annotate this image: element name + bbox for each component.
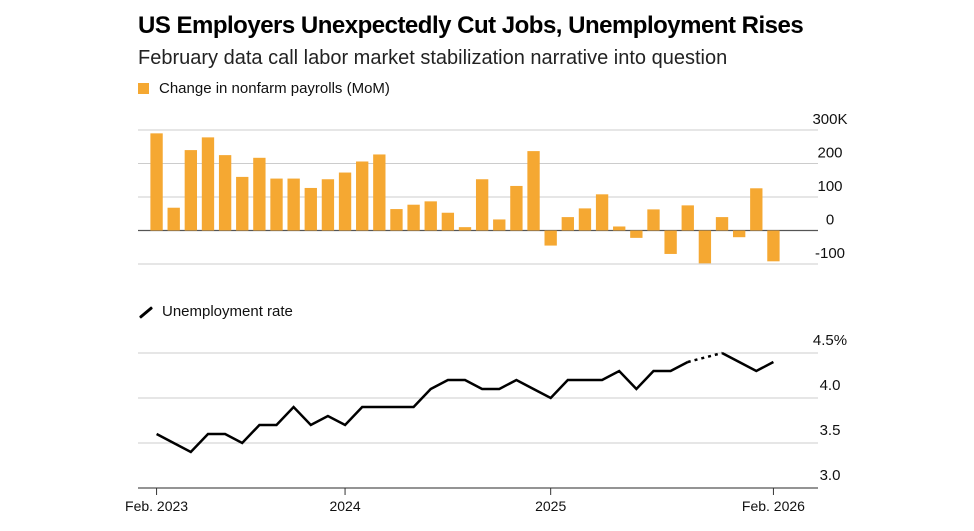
payroll-bar bbox=[544, 230, 557, 246]
payroll-bar bbox=[698, 230, 712, 264]
chart-subtitle: February data call labor market stabiliz… bbox=[138, 47, 728, 69]
payroll-bar bbox=[253, 157, 266, 231]
payroll-bar bbox=[458, 227, 472, 231]
payroll-bar bbox=[681, 205, 694, 231]
unemployment-line bbox=[156, 360, 689, 454]
unemployment-legend-label: Unemployment rate bbox=[162, 303, 293, 320]
line-y-tick-label: 4.0 bbox=[820, 377, 841, 394]
payroll-bar bbox=[613, 226, 626, 231]
payroll-bar bbox=[647, 209, 660, 231]
payroll-bar bbox=[150, 133, 163, 231]
bar-y-tick-label: 100 bbox=[817, 178, 842, 195]
payroll-bar bbox=[201, 137, 215, 231]
unemployment-line-gap bbox=[687, 351, 723, 364]
payrolls-legend-label: Change in nonfarm payrolls (MoM) bbox=[159, 80, 390, 97]
payroll-bar bbox=[475, 179, 489, 231]
x-tick-label: Feb. 2023 bbox=[125, 498, 188, 514]
payroll-bar bbox=[184, 150, 198, 231]
payroll-bar bbox=[338, 172, 352, 231]
payroll-bar bbox=[664, 230, 677, 254]
payroll-bar bbox=[510, 185, 523, 231]
unemployment-line-panel: 4.5% 4.0 3.5 3.0 Feb. 2023 2024 2025 Feb. 2026 bbox=[125, 332, 847, 514]
payroll-bar bbox=[218, 155, 232, 231]
payroll-bar bbox=[304, 187, 317, 231]
payroll-bar bbox=[715, 217, 729, 231]
payroll-bar bbox=[732, 230, 746, 238]
payroll-bar bbox=[373, 154, 386, 231]
payroll-bar bbox=[321, 179, 335, 231]
unemployment-legend: Unemployment rate bbox=[138, 303, 293, 320]
payroll-bar bbox=[767, 230, 780, 262]
payroll-bar bbox=[407, 204, 420, 231]
payrolls-legend: Change in nonfarm payrolls (MoM) bbox=[138, 80, 390, 97]
payrolls-legend-swatch bbox=[138, 83, 149, 94]
payroll-bar bbox=[167, 207, 180, 231]
payroll-bar bbox=[356, 161, 369, 231]
payroll-bar bbox=[270, 178, 283, 231]
payroll-bar bbox=[561, 217, 574, 231]
bar-y-tick-label: 200 bbox=[817, 145, 842, 162]
line-y-tick-label: 3.5 bbox=[820, 422, 841, 439]
bar-y-tick-label: -100 bbox=[815, 245, 845, 262]
line-y-tick-label: 4.5% bbox=[813, 332, 847, 349]
payroll-bar bbox=[424, 201, 437, 231]
payrolls-bar-panel: 300K 200 100 0 -100 bbox=[138, 111, 848, 265]
payroll-bar bbox=[441, 212, 455, 231]
payroll-bar bbox=[527, 151, 540, 231]
payroll-bar bbox=[493, 219, 506, 231]
x-tick-label: Feb. 2026 bbox=[742, 498, 805, 514]
payroll-bar bbox=[750, 188, 763, 231]
bar-y-tick-label: 300K bbox=[812, 111, 847, 128]
payroll-bar bbox=[595, 194, 609, 231]
x-tick-label: 2024 bbox=[329, 498, 360, 514]
payroll-bar bbox=[630, 230, 643, 238]
payroll-bar bbox=[287, 178, 300, 231]
x-tick-label: 2025 bbox=[535, 498, 566, 514]
payroll-bar bbox=[390, 209, 403, 231]
chart-title: US Employers Unexpectedly Cut Jobs, Unem… bbox=[138, 12, 804, 39]
payroll-bar bbox=[578, 208, 592, 231]
bar-y-tick-label: 0 bbox=[826, 212, 834, 229]
unemployment-line bbox=[721, 351, 774, 373]
line-y-tick-label: 3.0 bbox=[820, 467, 841, 484]
payroll-bar bbox=[236, 176, 249, 231]
